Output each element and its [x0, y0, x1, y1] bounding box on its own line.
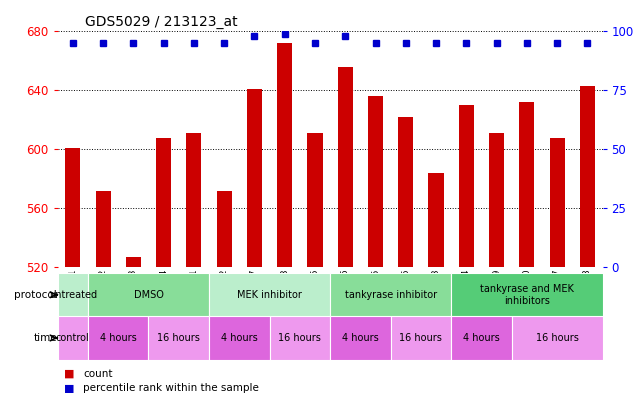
Text: control: control — [56, 333, 90, 343]
Bar — [519, 102, 535, 267]
Bar — [270, 316, 330, 360]
Bar — [88, 273, 209, 316]
Text: 16 hours: 16 hours — [278, 333, 321, 343]
Text: 4 hours: 4 hours — [221, 333, 258, 343]
Text: DMSO: DMSO — [133, 290, 163, 300]
Bar — [549, 138, 565, 267]
Bar — [451, 273, 603, 316]
Bar — [330, 316, 390, 360]
Text: ■: ■ — [64, 383, 74, 393]
Bar — [451, 316, 512, 360]
Text: percentile rank within the sample: percentile rank within the sample — [83, 383, 259, 393]
Text: 16 hours: 16 hours — [399, 333, 442, 343]
Bar — [58, 316, 88, 360]
Bar — [156, 138, 171, 267]
Bar — [187, 133, 201, 267]
Bar — [338, 67, 353, 267]
Bar — [428, 173, 444, 267]
Text: protocol: protocol — [14, 290, 57, 300]
Bar — [58, 273, 88, 316]
Text: count: count — [83, 369, 113, 379]
Bar — [88, 316, 149, 360]
Bar — [65, 148, 80, 267]
Bar — [489, 133, 504, 267]
Bar — [368, 96, 383, 267]
Text: 16 hours: 16 hours — [157, 333, 200, 343]
Text: time: time — [33, 333, 57, 343]
Text: ■: ■ — [64, 369, 74, 379]
Bar — [209, 316, 270, 360]
Text: 16 hours: 16 hours — [536, 333, 579, 343]
Text: GDS5029 / 213123_at: GDS5029 / 213123_at — [85, 15, 238, 29]
Bar — [126, 257, 141, 267]
Bar — [277, 43, 292, 267]
Bar — [459, 105, 474, 267]
Text: 4 hours: 4 hours — [342, 333, 379, 343]
Text: MEK inhibitor: MEK inhibitor — [237, 290, 302, 300]
Text: tankyrase and MEK
inhibitors: tankyrase and MEK inhibitors — [480, 284, 574, 305]
Text: tankyrase inhibitor: tankyrase inhibitor — [345, 290, 437, 300]
Bar — [512, 316, 603, 360]
Bar — [330, 273, 451, 316]
Bar — [247, 89, 262, 267]
Bar — [149, 316, 209, 360]
Bar — [217, 191, 232, 267]
Bar — [308, 133, 322, 267]
Bar — [96, 191, 111, 267]
Bar — [390, 316, 451, 360]
Bar — [209, 273, 330, 316]
Text: untreated: untreated — [49, 290, 97, 300]
Bar — [580, 86, 595, 267]
Bar — [398, 117, 413, 267]
Text: 4 hours: 4 hours — [463, 333, 500, 343]
Text: 4 hours: 4 hours — [100, 333, 137, 343]
